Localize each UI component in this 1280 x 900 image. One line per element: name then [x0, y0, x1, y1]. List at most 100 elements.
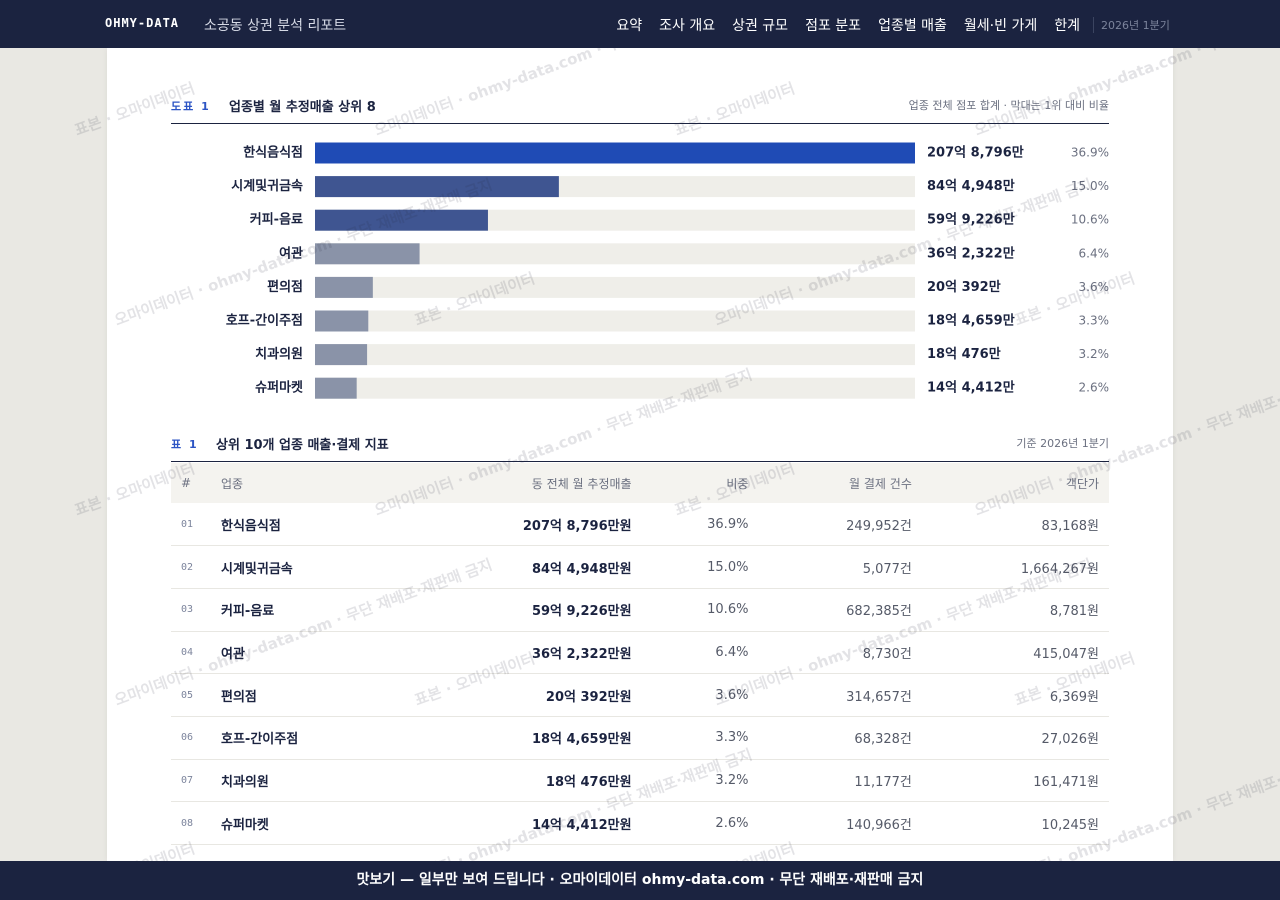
bar-track	[315, 243, 915, 265]
table-cell: 한식음식점	[211, 503, 397, 547]
value-label: 84억 4,948만	[927, 178, 1015, 194]
table-cell: 11,177건	[758, 759, 922, 803]
table-header: 표 1 상위 10개 업종 매출·결제 지표 기준 2026년 1분기	[171, 432, 1109, 462]
value-label: 20억 392만	[927, 279, 1001, 295]
table-cell: 07	[171, 759, 211, 803]
bar	[315, 209, 488, 231]
value-label: 18억 4,659만	[927, 313, 1015, 329]
table-cell: 커피-음료	[211, 588, 397, 632]
bar	[315, 243, 420, 265]
figure-title: 업종별 월 추정매출 상위 8	[229, 100, 376, 115]
table-head-row: # 업종 동 전체 월 추정매출 비중 월 결제 건수 객단가	[171, 463, 1109, 503]
period: 2026년 1분기	[1093, 17, 1170, 33]
value-label: 14억 4,412만	[927, 380, 1015, 396]
table-cell: 04	[171, 631, 211, 675]
nav-item[interactable]: 조사 개요	[659, 18, 716, 34]
nav-item[interactable]: 한계	[1054, 18, 1080, 34]
value-label: 207억 8,796만	[927, 145, 1024, 161]
value-label: 18억 476만	[927, 346, 1001, 362]
category-label: 한식음식점	[243, 145, 303, 161]
table-cell: 682,385건	[758, 588, 922, 632]
value-label: 36억 2,322만	[927, 245, 1015, 261]
table-row: 08 슈퍼마켓 14억 4,412만원 2.6% 140,966건 10,245원	[171, 801, 1109, 845]
bar-track	[315, 310, 915, 332]
report-title: 소공동 상권 분석 리포트	[204, 18, 347, 34]
bar-chart: 한식음식점 207억 8,796만 36.9% 시계및귀금속 84억 4,948만 15.…	[226, 142, 1110, 399]
table-cell: 18억 476만원	[396, 759, 642, 803]
column-header: 동 전체 월 추정매출	[396, 463, 642, 503]
share-label: 2.6%	[1079, 381, 1110, 395]
figure-header: 도표 1 업종별 월 추정매출 상위 8 업종 전체 점포 합계 · 막대는 1…	[171, 94, 1109, 124]
table-cell: 8,781원	[921, 588, 1109, 632]
table-row: 04 여관 36억 2,322만원 6.4% 8,730건 415,047원	[171, 631, 1109, 675]
table-cell: 시계및귀금속	[211, 545, 397, 589]
nav-item[interactable]: 업종별 매출	[878, 18, 947, 34]
nav-item[interactable]: 상권 규모	[732, 18, 789, 34]
table-cell: 3.3%	[641, 716, 759, 760]
metrics-table: # 업종 동 전체 월 추정매출 비중 월 결제 건수 객단가 01 한식음식점 207억 8…	[171, 463, 1109, 845]
table-cell: 6,369원	[921, 673, 1109, 717]
table-row: 07 치과의원 18억 476만원 3.2% 11,177건 161,471원	[171, 759, 1109, 803]
table-cell: 84억 4,948만원	[396, 545, 642, 589]
table-cell: 06	[171, 716, 211, 760]
table-cell: 8,730건	[758, 631, 922, 675]
figure-label: 도표 1	[171, 100, 211, 113]
nav-items: 요약 조사 개요 상권 규모 점포 분포 업종별 매출 월세·빈 가게 한계	[616, 15, 1080, 35]
share-label: 3.3%	[1079, 314, 1110, 328]
table-cell: 02	[171, 545, 211, 589]
table-cell: 20억 392만원	[396, 673, 642, 717]
table-cell: 314,657건	[758, 673, 922, 717]
category-label: 치과의원	[255, 346, 303, 362]
table-cell: 호프-간이주점	[211, 716, 397, 760]
table-cell: 3.6%	[641, 673, 759, 717]
bar	[315, 310, 369, 332]
value-label: 59억 9,226만	[927, 212, 1015, 228]
table-cell: 5,077건	[758, 545, 922, 589]
footer-banner: 맛보기 — 일부만 보여 드립니다 · 오마이데이터 ohmy-data.com…	[0, 861, 1280, 900]
table-cell: 01	[171, 503, 211, 547]
table-cell: 14억 4,412만원	[396, 801, 642, 845]
bar-track	[315, 377, 915, 399]
table-cell: 6.4%	[641, 631, 759, 675]
column-header: 비중	[641, 463, 759, 503]
table-cell: 415,047원	[921, 631, 1109, 675]
share-label: 36.9%	[1071, 146, 1109, 160]
table-row: 02 시계및귀금속 84억 4,948만원 15.0% 5,077건 1,664,267원	[171, 545, 1109, 589]
bar	[315, 276, 373, 298]
table-cell: 3.2%	[641, 759, 759, 803]
column-header: 월 결제 건수	[758, 463, 922, 503]
table-cell: 36억 2,322만원	[396, 631, 642, 675]
category-label: 여관	[279, 245, 303, 261]
table-cell: 68,328건	[758, 716, 922, 760]
table-cell: 10.6%	[641, 588, 759, 632]
table-cell: 18억 4,659만원	[396, 716, 642, 760]
column-header: 업종	[211, 463, 397, 503]
table-cell: 10,245원	[921, 801, 1109, 845]
table-cell: 15.0%	[641, 545, 759, 589]
table-cell: 03	[171, 588, 211, 632]
nav-item[interactable]: 요약	[616, 18, 643, 34]
table-cell: 2.6%	[641, 801, 759, 845]
table-cell: 05	[171, 673, 211, 717]
table-title: 상위 10개 업종 매출·결제 지표	[216, 438, 389, 453]
table-cell: 59억 9,226만원	[396, 588, 642, 632]
table-cell: 슈퍼마켓	[211, 801, 397, 845]
table-cell: 1,664,267원	[921, 545, 1109, 589]
table-cell: 207억 8,796만원	[396, 503, 642, 547]
share-label: 3.2%	[1079, 347, 1110, 361]
table-cell: 161,471원	[921, 759, 1109, 803]
nav-item[interactable]: 월세·빈 가게	[963, 18, 1038, 34]
brand[interactable]: OHMY-DATA	[105, 16, 180, 30]
bar	[315, 176, 559, 198]
share-label: 10.6%	[1071, 213, 1109, 227]
table-cell: 27,026원	[921, 716, 1109, 760]
table-body: 01 한식음식점 207억 8,796만원 36.9% 249,952건 83,168원 0…	[171, 503, 1109, 845]
figure-subtitle: 업종 전체 점포 합계 · 막대는 1위 대비 비율	[908, 99, 1109, 112]
table-cell: 36.9%	[641, 503, 759, 547]
category-label: 커피-음료	[250, 212, 303, 228]
table-cell: 치과의원	[211, 759, 397, 803]
column-header: #	[171, 463, 211, 503]
category-label: 호프-간이주점	[226, 313, 303, 329]
bar-track	[315, 344, 915, 366]
nav-item[interactable]: 점포 분포	[805, 18, 862, 34]
